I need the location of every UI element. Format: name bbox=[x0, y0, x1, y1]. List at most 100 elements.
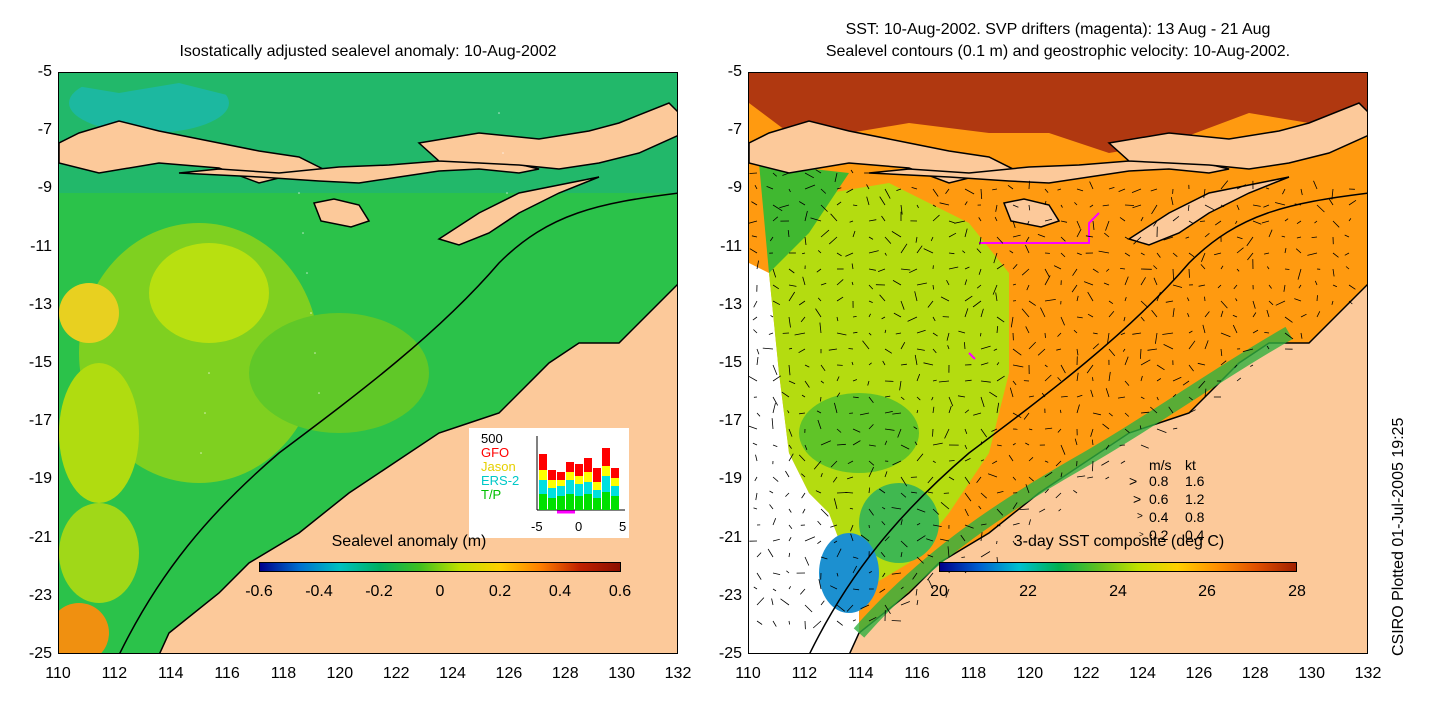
velocity-arrow bbox=[1103, 282, 1110, 286]
velocity-arrow bbox=[964, 458, 971, 462]
velocity-arrow bbox=[940, 501, 950, 510]
velocity-arrow bbox=[1039, 508, 1046, 513]
velocity-arrow bbox=[1252, 329, 1259, 334]
velocity-arrow bbox=[1053, 265, 1062, 270]
velocity-arrow bbox=[992, 460, 998, 465]
velocity-arrow bbox=[926, 538, 934, 542]
velocity-arrow bbox=[1314, 220, 1318, 224]
satellite-histogram-inset: 500 GFO Jason ERS-2 T/P -5 0 5 bbox=[469, 428, 629, 538]
velocity-arrow bbox=[1059, 409, 1062, 414]
velocity-arrow bbox=[1172, 427, 1178, 430]
velocity-arrow bbox=[788, 444, 792, 449]
velocity-arrow bbox=[938, 380, 950, 383]
velocity-arrow bbox=[852, 619, 856, 622]
velocity-arrow bbox=[1188, 340, 1196, 350]
left-ytick-0: -5 bbox=[37, 63, 52, 80]
velocity-arrow bbox=[1057, 188, 1062, 191]
velocity-arrow bbox=[772, 444, 778, 447]
velocity-arrow bbox=[895, 332, 902, 335]
inset-bar-group bbox=[539, 448, 619, 510]
velocity-arrow bbox=[1056, 348, 1062, 351]
velocity-row-1-arrow: > bbox=[1133, 491, 1142, 507]
velocity-arrow bbox=[996, 444, 1002, 447]
velocity-arrow bbox=[1266, 266, 1270, 270]
left-xtick-3: 116 bbox=[214, 665, 240, 682]
velocity-arrow bbox=[1275, 202, 1286, 206]
velocity-arrow bbox=[852, 396, 859, 399]
velocity-arrow bbox=[964, 308, 969, 318]
velocity-arrow bbox=[867, 380, 870, 386]
velocity-arrow bbox=[1220, 310, 1224, 318]
velocity-arrow bbox=[846, 604, 854, 612]
velocity-arrow bbox=[1076, 475, 1086, 478]
velocity-arrow bbox=[846, 188, 854, 193]
velocity-arrow bbox=[772, 396, 779, 406]
velocity-arrow bbox=[1217, 284, 1222, 289]
right-colorbar bbox=[939, 562, 1297, 572]
velocity-arrow bbox=[932, 406, 935, 414]
velocity-arrow bbox=[1044, 188, 1049, 193]
velocity-arrow bbox=[927, 300, 934, 308]
velocity-row-2-kt: 0.8 bbox=[1185, 509, 1205, 525]
legend-tp: T/P bbox=[481, 487, 502, 502]
velocity-arrow bbox=[868, 219, 877, 222]
velocity-arrow bbox=[1314, 280, 1318, 286]
velocity-arrow bbox=[911, 491, 918, 494]
velocity-arrow bbox=[820, 396, 822, 402]
velocity-arrow bbox=[820, 380, 825, 384]
velocity-arrow bbox=[884, 440, 888, 446]
velocity-arrow bbox=[1236, 377, 1242, 382]
right-colorbar-label: 3-day SST composite (deg C) bbox=[1013, 533, 1225, 550]
velocity-row-3-arrow: > bbox=[1139, 530, 1144, 539]
right-map-title-line1: SST: 10-Aug-2002. SVP drifters (magenta)… bbox=[845, 21, 1271, 38]
velocity-arrow bbox=[1122, 348, 1126, 352]
velocity-arrow bbox=[1009, 250, 1014, 254]
velocity-arrow bbox=[802, 508, 806, 514]
velocity-arrow bbox=[788, 380, 796, 385]
left-xtick-2: 114 bbox=[157, 665, 184, 682]
velocity-arrow bbox=[1168, 406, 1174, 414]
velocity-arrow bbox=[836, 316, 839, 322]
velocity-arrow bbox=[996, 508, 1004, 516]
velocity-arrow bbox=[1188, 252, 1195, 258]
velocity-arrow bbox=[852, 316, 857, 318]
velocity-arrow bbox=[788, 268, 795, 274]
right-xtick-0: 110 bbox=[735, 665, 761, 682]
left-ytick-4: -13 bbox=[28, 295, 52, 313]
right-ytick-4: -13 bbox=[718, 295, 742, 313]
velocity-arrow bbox=[753, 300, 758, 308]
velocity-row-0-ms: 0.8 bbox=[1149, 473, 1169, 489]
velocity-arrow bbox=[1090, 389, 1094, 398]
velocity-arrow bbox=[948, 460, 955, 462]
velocity-arrow bbox=[996, 316, 1005, 323]
velocity-arrow bbox=[749, 376, 758, 382]
velocity-arrow bbox=[850, 524, 854, 532]
velocity-arrow bbox=[911, 187, 918, 190]
velocity-arrow bbox=[812, 620, 822, 629]
left-colorbar bbox=[259, 562, 621, 572]
velocity-arrow bbox=[756, 260, 759, 270]
velocity-arrow bbox=[800, 316, 806, 323]
velocity-arrow bbox=[1119, 217, 1126, 222]
velocity-arrow bbox=[900, 444, 910, 450]
velocity-arrow bbox=[769, 504, 774, 510]
velocity-arrow bbox=[1076, 316, 1083, 319]
velocity-arrow bbox=[1076, 404, 1080, 414]
velocity-arrow bbox=[819, 322, 822, 334]
velocity-arrow bbox=[1132, 332, 1142, 335]
velocity-arrow bbox=[868, 616, 877, 622]
velocity-arrow bbox=[772, 572, 781, 575]
velocity-arrow bbox=[881, 316, 886, 320]
velocity-arrow bbox=[848, 348, 854, 350]
velocity-arrow bbox=[1124, 252, 1131, 257]
velocity-arrow bbox=[862, 340, 870, 350]
velocity-arrow bbox=[849, 220, 854, 223]
velocity-arrow bbox=[810, 217, 822, 222]
velocity-arrow bbox=[1188, 268, 1190, 278]
velocity-arrow bbox=[964, 476, 971, 485]
left-xtick-11: 132 bbox=[664, 665, 692, 682]
velocity-arrow bbox=[1296, 220, 1302, 225]
velocity-arrow bbox=[884, 536, 890, 542]
velocity-arrow bbox=[992, 188, 998, 191]
velocity-arrow bbox=[899, 380, 902, 391]
